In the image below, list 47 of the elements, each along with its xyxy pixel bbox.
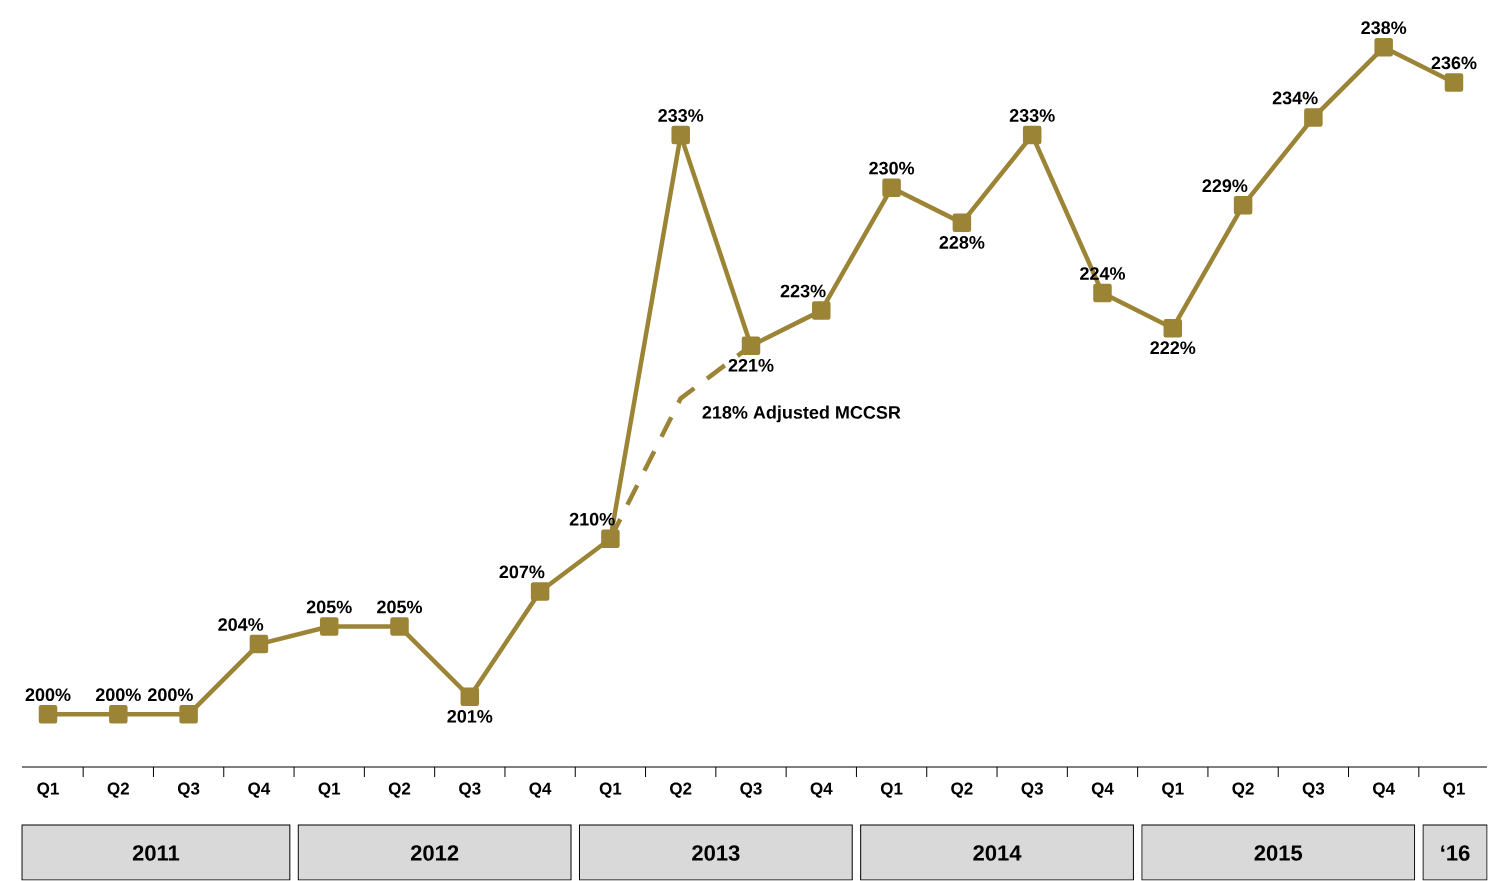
x-tick-label: Q4: [1373, 782, 1395, 798]
data-label: 233%: [658, 109, 704, 123]
data-label: 234%: [1272, 91, 1318, 105]
data-label: 233%: [1009, 109, 1055, 123]
data-label: 221%: [728, 359, 774, 372]
x-tick-label: Q1: [599, 782, 622, 798]
x-tick-label: Q1: [37, 782, 59, 798]
data-label: 236%: [1431, 56, 1477, 70]
data-label: 222%: [1150, 341, 1196, 355]
text: 2011: [132, 845, 180, 862]
x-tick-label: Q3: [1021, 782, 1043, 798]
x-tick-label: Q3: [1302, 782, 1325, 798]
data-label: 200%: [148, 688, 193, 702]
x-tick-label: Q1: [1162, 782, 1184, 798]
x-tick-label: Q1: [880, 782, 903, 798]
data-label: 229%: [1202, 179, 1248, 193]
x-tick-label: Q4: [529, 782, 552, 798]
data-label: 205%: [306, 600, 352, 614]
data-label: 223%: [780, 284, 826, 298]
x-tick-label: Q4: [810, 782, 833, 798]
x-tick-label: Q4: [248, 782, 271, 798]
data-label: 201%: [447, 710, 493, 723]
x-tick-label: Q2: [107, 782, 129, 798]
data-label: 200%: [95, 688, 141, 702]
text: 2015: [1254, 845, 1303, 862]
data-label: 238%: [1361, 21, 1407, 35]
data-label: 205%: [377, 600, 423, 614]
text: ‘16: [1441, 845, 1470, 862]
text: 2012: [410, 845, 459, 862]
data-label: 200%: [25, 688, 71, 702]
data-label: 230%: [869, 162, 915, 175]
x-tick-label: Q3: [459, 782, 481, 798]
x-tick-label: Q1: [1443, 782, 1465, 798]
data-label: 207%: [499, 565, 545, 579]
x-tick-label: Q4: [1091, 782, 1114, 798]
text: 2014: [973, 845, 1022, 862]
data-label: 218% Adjusted MCCSR: [702, 405, 901, 423]
x-tick-label: Q1: [318, 782, 341, 798]
x-tick-label: Q3: [740, 782, 762, 798]
data-label: 204%: [218, 618, 264, 632]
data-label: 228%: [939, 236, 985, 250]
x-tick-label: Q2: [951, 782, 973, 798]
x-tick-label: Q2: [388, 782, 411, 798]
text: 2013: [692, 845, 740, 862]
x-tick-label: Q2: [670, 782, 692, 798]
x-tick-label: Q3: [177, 782, 200, 798]
x-tick-label: Q2: [1232, 782, 1254, 798]
